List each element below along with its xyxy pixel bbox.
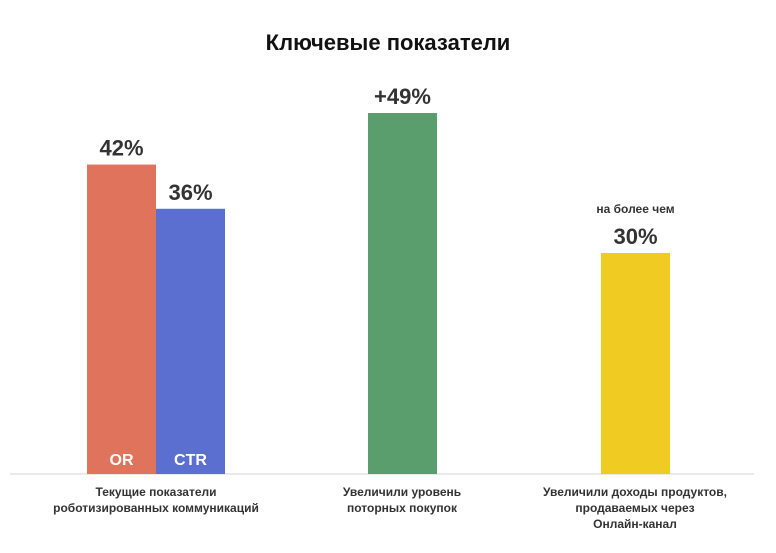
value-label: 42% — [99, 136, 143, 161]
category-label: Онлайн-канал — [593, 517, 677, 531]
category-labels: Текущие показатели роботизированных комму… — [53, 485, 727, 531]
value-label: +49% — [374, 84, 431, 109]
bar-cat1 — [368, 113, 437, 474]
annotation-label: на более чем — [596, 202, 674, 216]
bar-or — [87, 164, 156, 475]
category-label: Увеличили уровень — [343, 485, 461, 499]
category-label: поторных покупок — [347, 501, 458, 515]
category-label: Текущие показатели — [95, 485, 216, 499]
category-label: продаваемых через — [575, 501, 694, 515]
value-label: 36% — [168, 180, 212, 205]
category-label: Увеличили доходы продуктов, — [543, 485, 727, 499]
bar-cat2 — [601, 252, 670, 474]
bar-ctr — [156, 208, 225, 474]
bars-layer — [87, 113, 670, 475]
labels-layer: 42% OR 36% CTR +49% 30% на более чем — [99, 84, 674, 469]
category-label: роботизированных коммуникаций — [53, 501, 259, 515]
chart-title: Ключевые показатели — [265, 30, 511, 55]
bar-inner-label: CTR — [174, 452, 207, 469]
value-label: 30% — [613, 224, 657, 249]
bar-inner-label: OR — [110, 452, 134, 469]
